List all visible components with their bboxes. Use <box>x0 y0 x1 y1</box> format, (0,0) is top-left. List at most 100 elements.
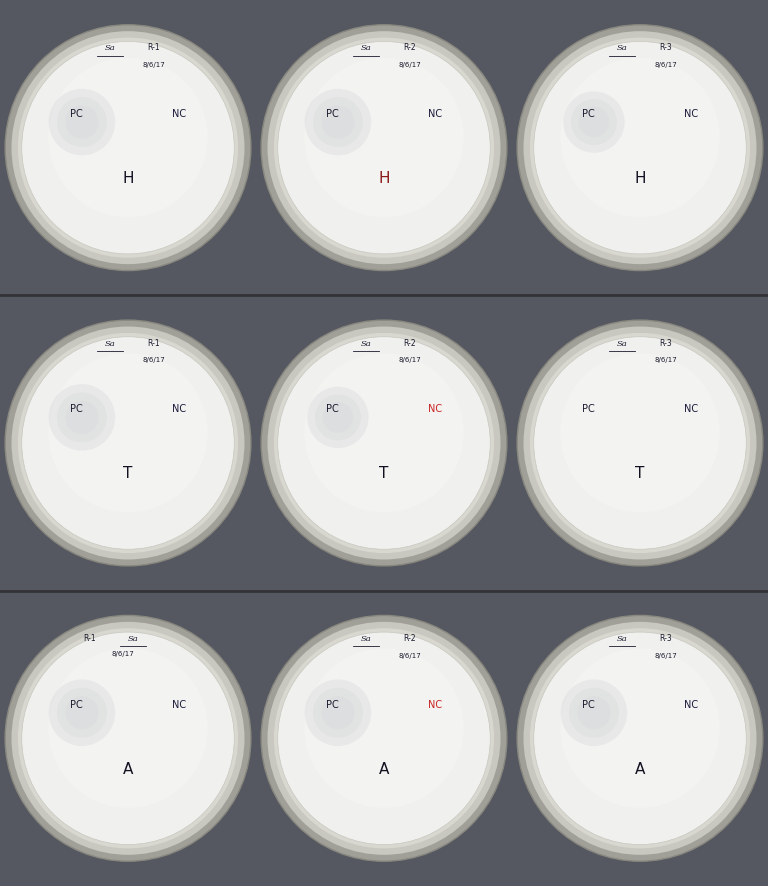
Text: H: H <box>634 171 646 186</box>
Circle shape <box>65 400 98 434</box>
Text: NC: NC <box>684 404 698 415</box>
Circle shape <box>321 105 355 139</box>
Circle shape <box>12 327 244 559</box>
Text: A: A <box>379 762 389 776</box>
Text: R-1: R-1 <box>83 634 96 643</box>
Text: PC: PC <box>71 109 83 119</box>
Circle shape <box>561 58 720 217</box>
Text: T: T <box>635 466 644 481</box>
Circle shape <box>524 31 756 264</box>
Circle shape <box>313 688 362 738</box>
Text: NC: NC <box>172 404 187 415</box>
Circle shape <box>517 25 763 270</box>
Text: Sa: Sa <box>104 339 115 347</box>
Text: 8/6/17: 8/6/17 <box>399 62 421 68</box>
Circle shape <box>578 696 611 729</box>
Circle shape <box>571 99 617 145</box>
Circle shape <box>517 320 763 566</box>
Text: A: A <box>123 762 133 776</box>
Circle shape <box>569 688 619 738</box>
Text: R-2: R-2 <box>403 338 416 347</box>
Text: 8/6/17: 8/6/17 <box>654 62 677 68</box>
Text: NC: NC <box>684 700 698 710</box>
Text: NC: NC <box>428 109 442 119</box>
Circle shape <box>561 649 720 808</box>
Text: R-3: R-3 <box>659 43 672 52</box>
Circle shape <box>65 696 98 729</box>
Circle shape <box>267 31 501 264</box>
Circle shape <box>530 333 750 553</box>
Text: PC: PC <box>71 700 83 710</box>
Circle shape <box>48 58 207 217</box>
Circle shape <box>261 320 507 566</box>
Text: Sa: Sa <box>104 44 115 52</box>
Circle shape <box>5 320 251 566</box>
Circle shape <box>307 386 369 448</box>
Circle shape <box>274 333 494 553</box>
Circle shape <box>57 97 107 147</box>
Text: PC: PC <box>326 700 339 710</box>
Text: 8/6/17: 8/6/17 <box>654 653 677 658</box>
Circle shape <box>5 616 251 861</box>
Circle shape <box>12 622 244 855</box>
Circle shape <box>315 394 361 440</box>
Circle shape <box>524 622 756 855</box>
Circle shape <box>57 688 107 738</box>
Text: Sa: Sa <box>617 339 627 347</box>
Text: PC: PC <box>582 109 595 119</box>
Circle shape <box>530 628 750 849</box>
Circle shape <box>517 616 763 861</box>
Circle shape <box>65 105 98 139</box>
Circle shape <box>304 58 464 217</box>
Circle shape <box>48 649 207 808</box>
Circle shape <box>22 632 234 844</box>
Text: NC: NC <box>428 700 442 710</box>
Text: NC: NC <box>428 404 442 415</box>
Text: NC: NC <box>172 109 187 119</box>
Circle shape <box>278 632 490 844</box>
Text: 8/6/17: 8/6/17 <box>111 651 134 657</box>
Circle shape <box>530 37 750 258</box>
Circle shape <box>18 333 238 553</box>
Circle shape <box>534 337 746 549</box>
Circle shape <box>563 91 624 152</box>
Text: PC: PC <box>582 700 595 710</box>
Text: 8/6/17: 8/6/17 <box>399 653 421 658</box>
Circle shape <box>48 354 207 512</box>
Text: Sa: Sa <box>361 44 372 52</box>
Circle shape <box>304 649 464 808</box>
Text: R-2: R-2 <box>403 634 416 643</box>
Text: PC: PC <box>582 404 595 415</box>
Text: Sa: Sa <box>617 44 627 52</box>
Text: PC: PC <box>326 404 339 415</box>
Text: R-2: R-2 <box>403 43 416 52</box>
Text: A: A <box>635 762 645 776</box>
Text: 8/6/17: 8/6/17 <box>399 357 421 363</box>
Text: NC: NC <box>684 109 698 119</box>
Circle shape <box>561 354 720 512</box>
Text: 8/6/17: 8/6/17 <box>654 357 677 363</box>
Circle shape <box>261 25 507 270</box>
Circle shape <box>57 392 107 442</box>
Circle shape <box>48 89 115 155</box>
Circle shape <box>534 42 746 254</box>
Text: Sa: Sa <box>361 635 372 643</box>
Circle shape <box>305 89 371 155</box>
Text: Sa: Sa <box>617 635 627 643</box>
Text: T: T <box>124 466 133 481</box>
Circle shape <box>321 696 355 729</box>
Circle shape <box>278 337 490 549</box>
Text: R-3: R-3 <box>659 338 672 347</box>
Text: Sa: Sa <box>361 339 372 347</box>
Circle shape <box>48 385 115 451</box>
Text: NC: NC <box>172 700 187 710</box>
Circle shape <box>305 680 371 746</box>
Circle shape <box>534 632 746 844</box>
Circle shape <box>278 42 490 254</box>
Circle shape <box>267 327 501 559</box>
Circle shape <box>22 337 234 549</box>
Circle shape <box>313 97 362 147</box>
Circle shape <box>12 31 244 264</box>
Circle shape <box>274 37 494 258</box>
Circle shape <box>561 680 627 746</box>
